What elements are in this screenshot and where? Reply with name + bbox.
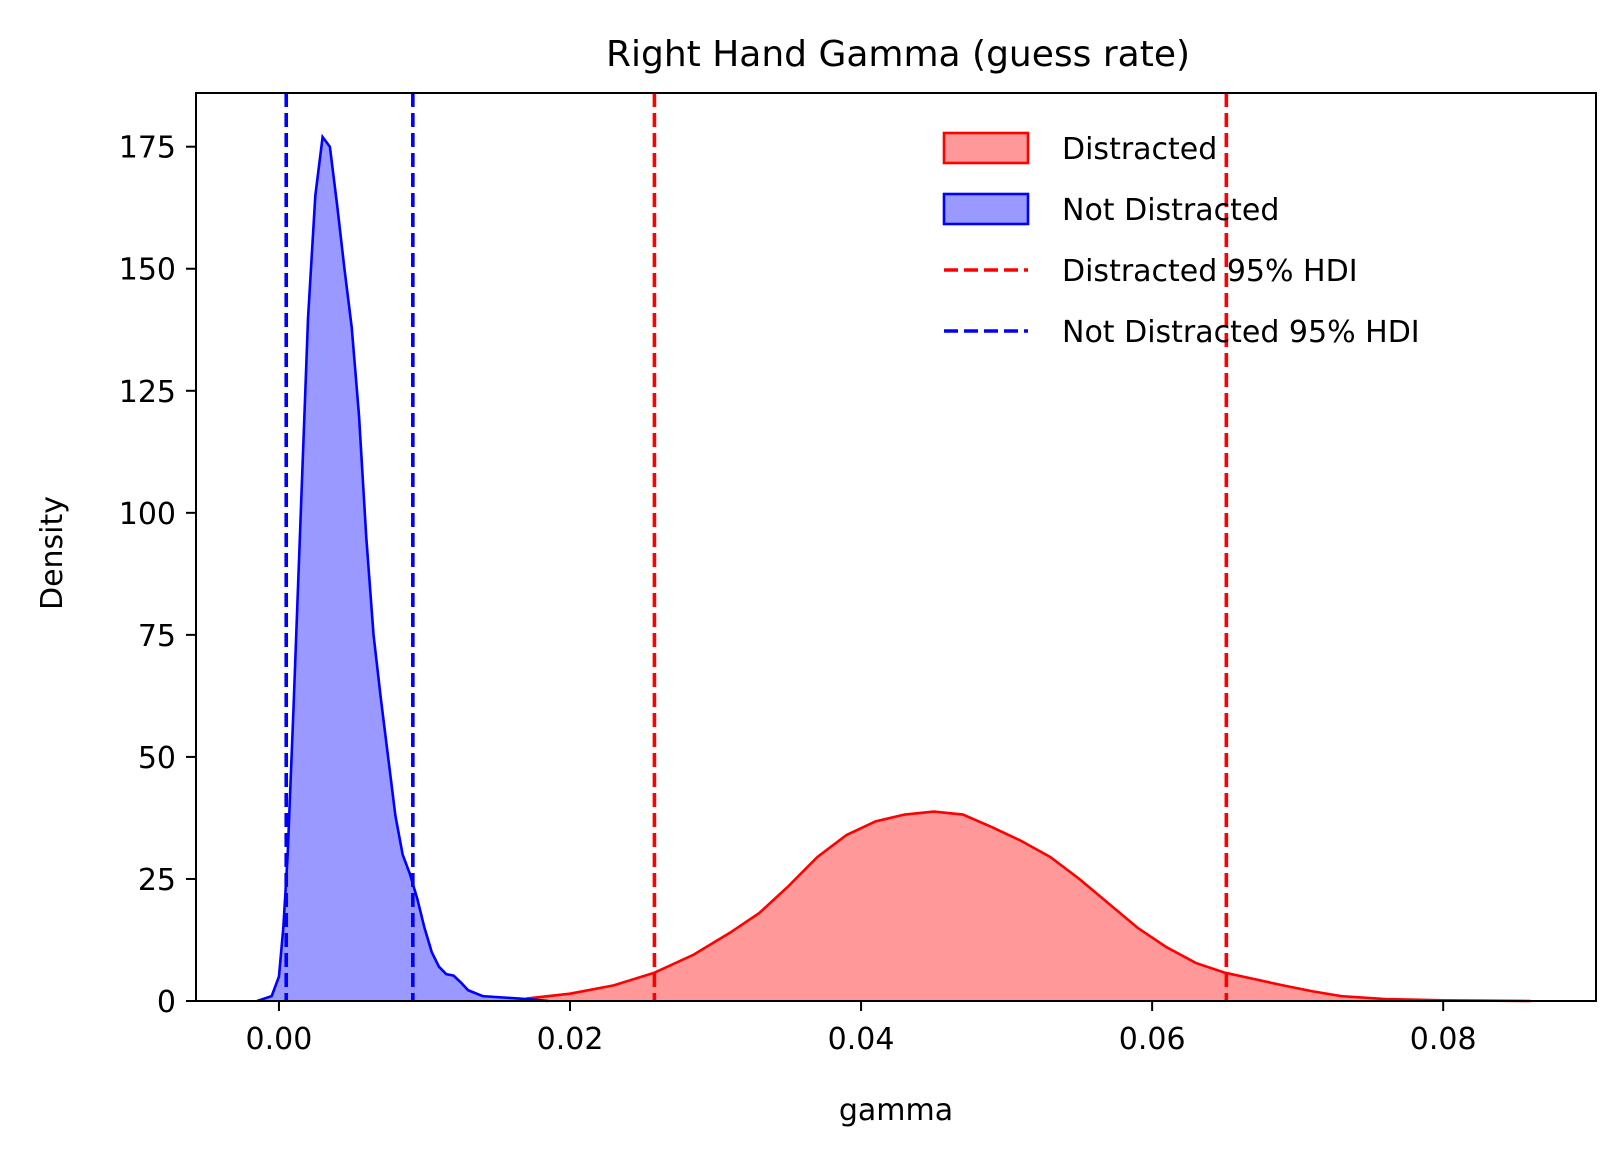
legend-label: Not Distracted 95% HDI — [1062, 315, 1420, 350]
chart-title: Right Hand Gamma (guess rate) — [606, 34, 1190, 75]
x-tick-label: 0.04 — [828, 1022, 895, 1057]
y-tick-label: 175 — [119, 131, 176, 166]
y-tick-label: 100 — [119, 497, 176, 532]
legend-swatch — [942, 192, 1030, 226]
y-tick-label: 0 — [157, 985, 176, 1020]
y-tick-label: 50 — [138, 741, 176, 776]
legend-item-not-distracted-95-hdi: Not Distracted 95% HDI — [944, 315, 1420, 350]
y-axis-label: Density — [35, 496, 70, 610]
legend-swatch — [942, 131, 1030, 165]
y-tick-label: 75 — [138, 619, 176, 654]
legend-item-not-distracted: Not Distracted — [942, 192, 1279, 228]
legend: Distracted Not Distracted Distracted 95% H… — [942, 131, 1420, 350]
y-tick-label: 25 — [138, 863, 176, 898]
x-axis-label: gamma — [839, 1093, 953, 1128]
legend-label: Distracted — [1062, 132, 1217, 167]
series-line-distracted — [526, 810, 1531, 1003]
legend-item-distracted: Distracted — [942, 131, 1217, 167]
x-tick-label: 0.08 — [1410, 1022, 1477, 1057]
x-tick-label: 0.06 — [1119, 1022, 1186, 1057]
series-area-not-distracted — [257, 136, 549, 1001]
x-tick-label: 0.00 — [246, 1022, 313, 1057]
x-tick-label: 0.02 — [537, 1022, 604, 1057]
legend-label: Not Distracted — [1062, 193, 1279, 228]
legend-item-distracted-95-hdi: Distracted 95% HDI — [944, 254, 1358, 289]
plot-frame — [195, 92, 1597, 1002]
series-area-distracted — [526, 811, 1531, 1001]
plot-area — [256, 93, 1531, 1003]
y-tick-label: 150 — [119, 253, 176, 288]
series-line-not-distracted — [256, 133, 549, 1003]
x-axis: 0.00 0.02 0.04 0.06 0.08 — [246, 1001, 1477, 1057]
legend-label: Distracted 95% HDI — [1062, 254, 1358, 289]
y-axis: 0 25 50 75 100 125 150 175 — [119, 131, 196, 1020]
y-tick-label: 125 — [119, 375, 176, 410]
